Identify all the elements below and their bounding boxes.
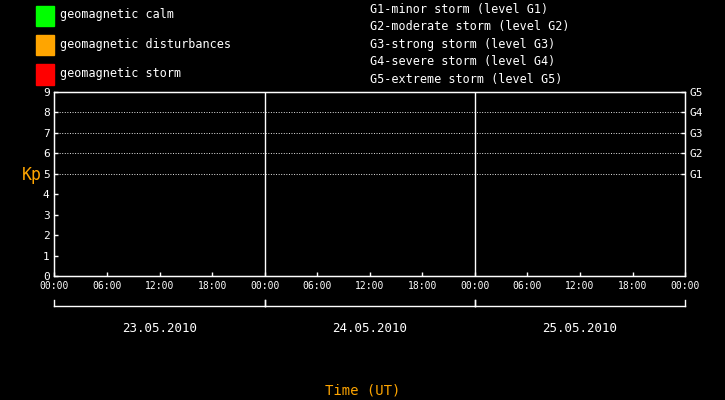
Text: Time (UT): Time (UT) xyxy=(325,384,400,398)
Text: G1-minor storm (level G1): G1-minor storm (level G1) xyxy=(370,3,548,16)
Text: geomagnetic calm: geomagnetic calm xyxy=(60,8,174,21)
Text: geomagnetic storm: geomagnetic storm xyxy=(60,67,181,80)
Bar xyxy=(36,6,54,26)
Text: G5-extreme storm (level G5): G5-extreme storm (level G5) xyxy=(370,73,562,86)
Text: 24.05.2010: 24.05.2010 xyxy=(332,322,407,335)
Text: G4-severe storm (level G4): G4-severe storm (level G4) xyxy=(370,55,555,68)
Text: 25.05.2010: 25.05.2010 xyxy=(542,322,618,335)
Text: G2-moderate storm (level G2): G2-moderate storm (level G2) xyxy=(370,20,569,33)
Y-axis label: Kp: Kp xyxy=(22,166,41,184)
Text: geomagnetic disturbances: geomagnetic disturbances xyxy=(60,38,231,51)
Text: 23.05.2010: 23.05.2010 xyxy=(122,322,197,335)
Bar xyxy=(36,64,54,85)
Text: G3-strong storm (level G3): G3-strong storm (level G3) xyxy=(370,38,555,51)
Bar xyxy=(36,35,54,55)
